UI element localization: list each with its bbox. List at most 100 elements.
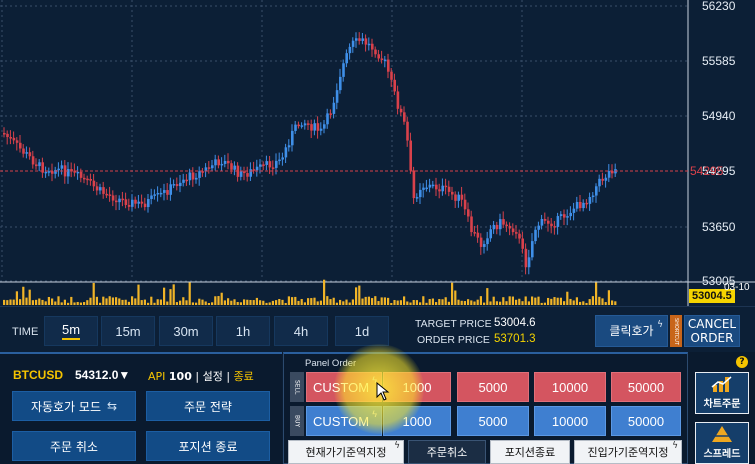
volume-bar: [505, 301, 508, 305]
volume-bar: [249, 299, 252, 305]
sell-amount-1[interactable]: 1000: [383, 372, 451, 402]
volume-bar: [364, 296, 367, 305]
candle-body: [431, 184, 435, 187]
auto-mode-button[interactable]: 자동호가 모드 ⇆: [12, 391, 136, 421]
bar-chart-icon: [711, 376, 732, 392]
candle-body: [566, 216, 569, 218]
buy-amount-1[interactable]: 1000: [383, 406, 451, 436]
candle-body: [121, 198, 124, 201]
candle-body: [9, 137, 12, 139]
sell-amount-4[interactable]: 50000: [611, 372, 681, 402]
sell-tab: SELL: [290, 372, 304, 402]
cancel-order-bottom-button[interactable]: 주문취소: [408, 440, 486, 464]
buy-custom-button[interactable]: CUSTOM ϟ: [306, 406, 382, 436]
volume-bar: [287, 296, 290, 305]
candlestick-chart-svg: 56230 55585 54940 54295 53650 53005 54295: [0, 0, 755, 306]
volume-bar: [367, 296, 370, 305]
settings-link[interactable]: 설정: [202, 370, 223, 383]
entry-price-stop-button[interactable]: 진입가기준역지정 ϟ: [574, 440, 682, 464]
volume-bar: [563, 301, 566, 305]
candle-body: [111, 195, 115, 201]
volume-bar: [60, 302, 63, 305]
candle-body: [479, 237, 483, 247]
click-order-button[interactable]: 클릭호가 ϟ: [595, 315, 668, 347]
volume-bar: [553, 297, 556, 305]
volume-bar: [259, 300, 262, 305]
volume-bar: [598, 296, 601, 305]
candle-body: [332, 102, 336, 114]
mouse-pointer-icon: [376, 382, 390, 401]
cancel-order-button[interactable]: CANCEL ORDER: [684, 315, 740, 347]
current-price-stop-button[interactable]: 현재가기준역지정 ϟ: [288, 440, 404, 464]
help-icon[interactable]: ?: [736, 356, 748, 368]
sell-amount-2[interactable]: 5000: [457, 372, 529, 402]
candle-body: [12, 137, 16, 141]
volume-bar: [89, 297, 92, 305]
tf-button-15m[interactable]: 15m: [101, 316, 155, 346]
volume-bar: [63, 299, 66, 305]
candle-body: [534, 229, 537, 242]
candle-body: [515, 232, 518, 234]
candle-body: [460, 194, 464, 200]
volume-bar: [19, 299, 22, 305]
account-panel: BTCUSD 54312.0▼ API 100 | 설정 | 종료 자동호가 모…: [0, 352, 282, 464]
close-position-left-button[interactable]: 포지션 종료: [146, 431, 270, 461]
candle-body: [486, 238, 489, 245]
close-position-bottom-button[interactable]: 포지션종료: [490, 440, 570, 464]
candle-body: [89, 178, 92, 181]
volume-bar: [431, 298, 434, 305]
volume-bar: [25, 297, 28, 305]
candle-body: [255, 166, 259, 171]
volume-badge: 53004.5: [689, 289, 735, 303]
sell-amount-3[interactable]: 10000: [534, 372, 606, 402]
exit-link[interactable]: 종료: [233, 370, 254, 383]
candle-body: [284, 147, 288, 158]
spread-button[interactable]: 스프레드: [695, 422, 749, 464]
volume-bar: [479, 296, 482, 305]
volume-bar: [86, 300, 89, 305]
volume-bar: [614, 301, 617, 305]
candle-body: [559, 214, 563, 217]
volume-bar: [601, 298, 604, 305]
volume-bar: [236, 301, 239, 305]
volume-bar: [156, 299, 159, 305]
tf-button-30m[interactable]: 30m: [159, 316, 213, 346]
cancel-order-left-button[interactable]: 주문 취소: [12, 431, 136, 461]
candle-body: [451, 191, 454, 195]
candle-body: [441, 185, 444, 192]
sell-custom-button[interactable]: CUSTOM ϟ: [306, 372, 382, 402]
tf-button-4h[interactable]: 4h: [274, 316, 328, 346]
candle-body: [159, 192, 163, 195]
volume-bar: [425, 302, 428, 305]
candle-body: [294, 124, 297, 131]
volume-bar: [556, 297, 559, 305]
chart-order-button[interactable]: 차트주문: [695, 372, 749, 414]
volume-bar: [57, 296, 60, 305]
volume-bar: [486, 288, 489, 305]
buy-amount-2[interactable]: 5000: [457, 406, 529, 436]
tf-button-1d[interactable]: 1d: [335, 316, 389, 346]
lightning-icon: ϟ: [657, 320, 663, 330]
candle-body: [22, 148, 25, 154]
candle-body: [473, 232, 476, 234]
candle-body: [575, 201, 579, 209]
candle-body: [287, 145, 291, 148]
candle-body: [406, 121, 409, 141]
buy-amount-4[interactable]: 50000: [611, 406, 681, 436]
candle-body: [265, 161, 268, 165]
volume-bar: [585, 302, 588, 305]
volume-bar: [252, 300, 255, 305]
tf-button-1h[interactable]: 1h: [216, 316, 270, 346]
order-price-value: 53701.3: [494, 333, 536, 345]
candle-body: [393, 79, 396, 92]
candle-body: [348, 46, 352, 54]
buy-amount-3[interactable]: 10000: [534, 406, 606, 436]
price-chart[interactable]: 56230 55585 54940 54295 53650 53005 54295 5300…: [0, 0, 755, 306]
volume-bar: [595, 282, 598, 305]
tf-button-5m[interactable]: 5m: [44, 316, 98, 346]
order-strategy-button[interactable]: 주문 전략: [146, 391, 270, 421]
candle-body: [310, 124, 313, 131]
volume-bar: [355, 287, 358, 305]
volume-bar: [188, 282, 191, 305]
volume-bar: [79, 302, 82, 305]
